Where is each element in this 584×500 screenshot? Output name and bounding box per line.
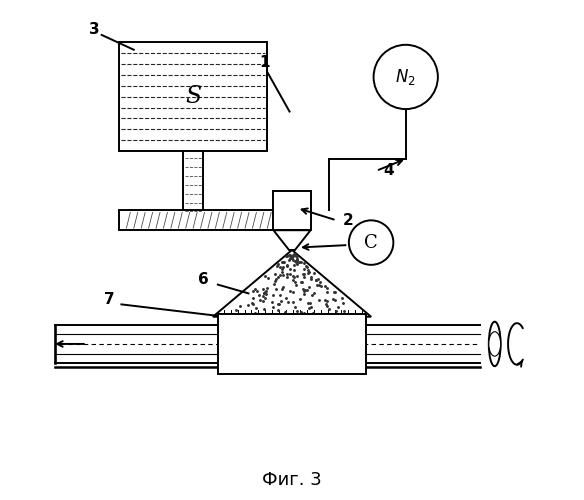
Bar [119, 42, 267, 151]
Text: $N_2$: $N_2$ [395, 67, 416, 87]
Text: 6: 6 [197, 272, 208, 287]
Text: 7: 7 [104, 292, 114, 307]
Text: C: C [364, 234, 378, 252]
Bar [119, 210, 292, 230]
Ellipse shape [489, 322, 500, 366]
Text: Фиг. 3: Фиг. 3 [262, 471, 322, 489]
Text: 1: 1 [259, 54, 270, 70]
Polygon shape [273, 230, 311, 250]
Text: 2: 2 [342, 213, 353, 228]
Bar [273, 190, 311, 230]
Bar [218, 314, 366, 374]
Circle shape [374, 45, 438, 109]
Circle shape [349, 220, 394, 265]
Text: S: S [185, 85, 201, 108]
Text: 4: 4 [384, 164, 394, 178]
Polygon shape [213, 250, 371, 317]
Ellipse shape [489, 332, 500, 356]
Bar [183, 151, 203, 220]
Text: 3: 3 [89, 22, 99, 38]
